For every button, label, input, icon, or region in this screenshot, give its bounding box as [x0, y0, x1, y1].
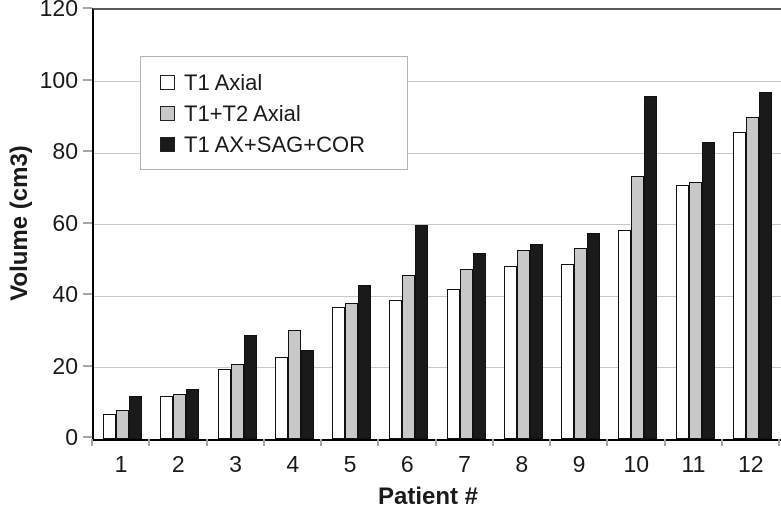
bar-patient8-series1 [503, 265, 517, 439]
x-tick-label-9: 9 [572, 451, 586, 477]
bar-patient3-series3 [243, 335, 257, 439]
bar-patient6-series2 [402, 274, 416, 439]
legend-swatch-icon [160, 137, 175, 152]
bar-patient4-series2 [287, 329, 301, 439]
legend-item-3: T1 AX+SAG+COR [160, 129, 407, 160]
y-tick-mark-80 [83, 150, 92, 152]
x-tick-label-1: 1 [114, 451, 128, 477]
x-tick-label-3: 3 [229, 451, 242, 477]
bar-patient2-series1 [160, 396, 174, 439]
bar-patient10-series1 [618, 229, 632, 439]
y-tick-mark-120 [83, 7, 92, 9]
x-tick-label-8: 8 [515, 451, 529, 477]
gridline-20 [94, 367, 781, 368]
y-tick-mark-60 [83, 221, 92, 224]
y-tick-mark-40 [83, 293, 92, 295]
gridline-100 [94, 81, 781, 82]
y-tick-mark-100 [83, 78, 92, 81]
bar-patient8-series3 [529, 244, 543, 439]
x-tick-mark-9 [606, 439, 609, 446]
y-tick-mark-20 [83, 364, 92, 367]
legend-item-1: T1 Axial [160, 67, 407, 98]
bar-patient10-series2 [631, 176, 645, 439]
gridline-40 [94, 295, 781, 297]
legend-label: T1+T2 Axial [184, 100, 301, 126]
bar-patient5-series2 [345, 303, 359, 439]
bar-patient2-series2 [173, 394, 187, 439]
x-tick-mark-2 [205, 439, 208, 446]
bar-patient9-series1 [561, 263, 575, 439]
y-tick-mark-0 [83, 436, 92, 438]
x-tick-mark-11 [720, 439, 723, 446]
x-tick-mark-6 [434, 439, 437, 446]
x-tick-mark-1 [148, 439, 151, 446]
bar-patient1-series2 [116, 410, 130, 439]
legend-swatch-icon [160, 106, 175, 121]
x-tick-label-4: 4 [286, 451, 300, 477]
bar-patient8-series2 [516, 249, 530, 439]
bar-patient11-series1 [675, 185, 689, 439]
x-tick-mark-8 [549, 439, 551, 446]
legend-swatch-icon [160, 75, 175, 90]
x-tick-label-6: 6 [400, 451, 414, 477]
y-tick-label-120: 120 [39, 0, 78, 21]
bar-patient9-series2 [574, 247, 588, 439]
bar-patient9-series3 [587, 233, 601, 439]
x-tick-label-2: 2 [171, 451, 185, 477]
x-tick-mark-3 [262, 439, 265, 446]
bar-patient1-series1 [103, 413, 117, 439]
x-tick-label-11: 11 [681, 451, 706, 477]
y-tick-label-0: 0 [65, 424, 78, 450]
x-tick-mark-5 [377, 439, 380, 446]
x-tick-label-5: 5 [343, 451, 357, 477]
bar-patient5-series3 [358, 285, 372, 439]
gridline-80 [94, 152, 781, 154]
x-tick-mark-7 [491, 439, 494, 446]
bar-patient6-series3 [415, 224, 429, 439]
bar-patient2-series3 [186, 388, 200, 439]
y-axis-title: Volume (cm3) [6, 145, 33, 301]
bar-patient12-series1 [732, 131, 746, 439]
legend-label: T1 Axial [184, 69, 263, 95]
x-tick-mark-4 [320, 439, 322, 446]
bar-patient11-series3 [701, 142, 715, 439]
bar-patient10-series3 [644, 95, 658, 439]
y-tick-label-100: 100 [39, 66, 78, 93]
bar-patient7-series3 [472, 253, 486, 439]
gridline-60 [94, 224, 781, 225]
x-axis-title: Patient # [377, 483, 479, 510]
y-tick-label-80: 80 [52, 138, 78, 164]
y-tick-label-60: 60 [52, 209, 78, 236]
plot-area [92, 8, 781, 441]
x-tick-mark-10 [663, 439, 666, 446]
bar-patient4-series1 [274, 356, 288, 439]
x-tick-mark-0 [91, 439, 93, 446]
bar-patient3-series2 [230, 363, 244, 439]
bar-patient1-series3 [129, 396, 143, 439]
y-tick-label-40: 40 [52, 281, 78, 307]
bar-patient5-series1 [332, 306, 346, 439]
x-tick-label-10: 10 [623, 451, 650, 477]
legend-item-2: T1+T2 Axial [160, 98, 407, 129]
legend: T1 Axial T1+T2 Axial T1 AX+SAG+COR [140, 56, 408, 170]
bar-patient7-series2 [459, 269, 473, 439]
bar-patient12-series2 [745, 117, 759, 439]
bar-patient12-series3 [758, 92, 772, 439]
bar-patient3-series1 [217, 369, 231, 439]
bar-patient7-series1 [446, 288, 460, 439]
x-tick-label-12: 12 [737, 451, 764, 477]
x-tick-label-7: 7 [458, 451, 471, 477]
x-tick-mark-12 [778, 439, 780, 446]
legend-label: T1 AX+SAG+COR [184, 131, 365, 157]
bar-patient11-series2 [688, 181, 702, 439]
y-tick-label-20: 20 [52, 352, 78, 379]
bar-patient4-series3 [300, 349, 314, 439]
bar-patient6-series1 [389, 299, 403, 439]
